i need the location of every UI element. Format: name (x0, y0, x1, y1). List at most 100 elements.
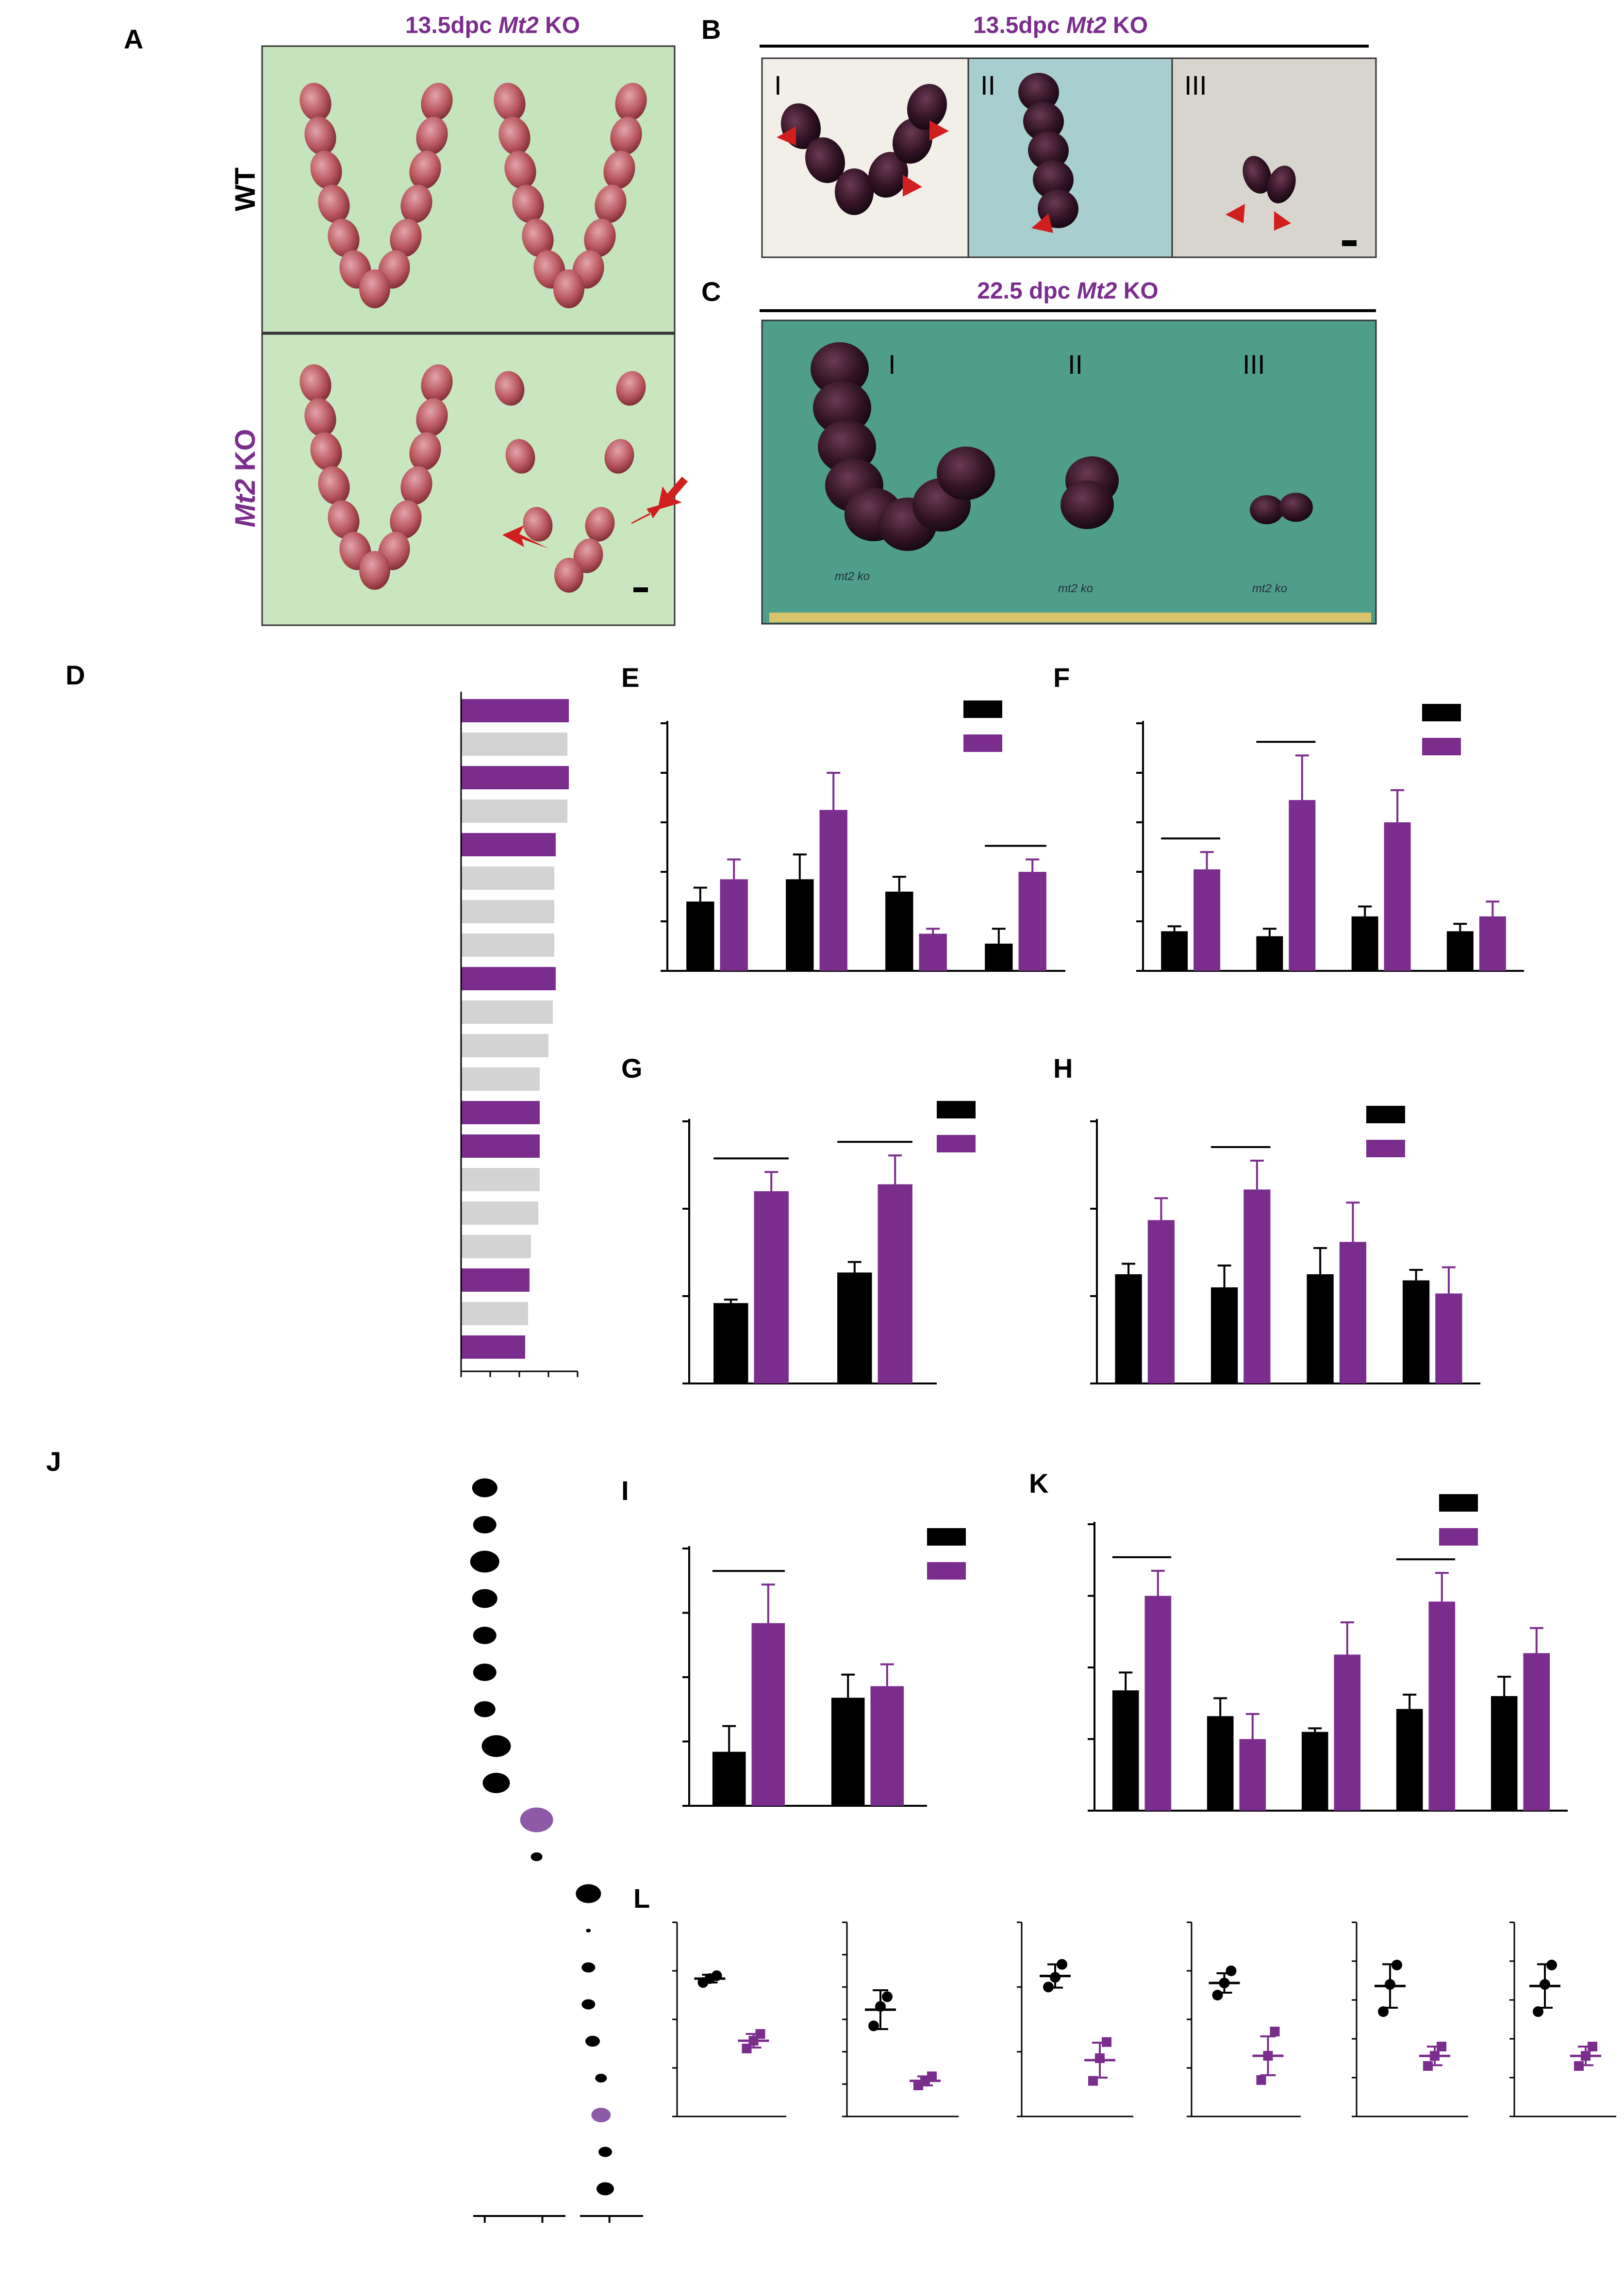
dark-embryo-sac (1028, 131, 1069, 170)
embryo-sac (498, 117, 530, 155)
embryo-sac (512, 184, 544, 223)
kegg-point (597, 2182, 614, 2196)
dark-uterus-segment (1061, 481, 1114, 529)
dark-uterus-segment (811, 342, 869, 396)
data-point-ko (1581, 2051, 1591, 2061)
embryo-sac (421, 364, 453, 403)
chart-f (1136, 704, 1524, 972)
legend-swatch-ko (927, 1562, 966, 1580)
data-point-ko (1574, 2061, 1584, 2071)
dark-embryo-sac (1267, 166, 1296, 203)
wt-bar (712, 1751, 746, 1806)
kegg-point (472, 1478, 497, 1498)
legend-swatch-wt (937, 1101, 976, 1118)
data-point-wt (1212, 1990, 1223, 2000)
ko-bar (1334, 1654, 1361, 1811)
wt-bar (1210, 1287, 1238, 1383)
dark-uterus-segment (813, 381, 871, 434)
embryo-sac (359, 269, 390, 308)
panel-letter-c: C (701, 276, 721, 307)
wt-bar (1402, 1280, 1430, 1383)
data-point-ko (1437, 2042, 1446, 2051)
kegg-point (473, 1627, 497, 1644)
data-point-wt (1546, 1960, 1557, 1970)
chart-g (682, 1101, 976, 1384)
dark-uterus-segment (1279, 493, 1313, 522)
ko-bar (878, 1184, 912, 1383)
go-term-bar (461, 866, 554, 890)
panel-letter-k: K (1029, 1468, 1048, 1499)
panel-letter-g: G (621, 1053, 643, 1083)
panel-b-scale-bar (1342, 240, 1357, 246)
data-point-ko (1423, 2061, 1433, 2071)
ko-bar (1193, 869, 1221, 971)
embryo-sac (604, 439, 634, 474)
go-term-bar (461, 1034, 548, 1057)
embryo-sac (595, 184, 627, 223)
embryo-sac (416, 398, 448, 437)
embryo-sac (390, 218, 422, 257)
legend-swatch-wt (1439, 1494, 1478, 1512)
data-point-wt (1392, 1960, 1402, 1970)
embryo-sac (359, 551, 390, 590)
ko-bar (720, 879, 748, 971)
panel-b-specimens (780, 72, 1296, 229)
dark-embryo-sac (1033, 160, 1074, 200)
data-point-wt (1050, 1972, 1061, 1983)
kegg-point (576, 1884, 601, 1903)
chart-h (1090, 1106, 1480, 1384)
kegg-point (581, 1999, 596, 2010)
embryo-sac (505, 439, 535, 474)
data-point-wt (711, 1970, 722, 1981)
wt-bar (713, 1303, 748, 1383)
legend-swatch-ko (1422, 738, 1461, 755)
data-point-wt (1226, 1966, 1237, 1976)
go-term-bar (461, 1335, 525, 1359)
wt-bar (1307, 1274, 1334, 1383)
kegg-point (474, 1701, 496, 1717)
embryo-sac (421, 83, 453, 121)
panel-a-arrows (502, 477, 688, 549)
panel-b-sublabel-3: III (1184, 70, 1207, 100)
embryo-sac (573, 538, 603, 573)
embryo-sac (318, 184, 350, 223)
embryo-sac (328, 218, 360, 257)
ko-bar (1479, 916, 1506, 971)
go-term-bar (461, 967, 556, 990)
embryo-sac (299, 83, 331, 121)
embryo-sac (409, 432, 441, 471)
panel-letter-h: H (1053, 1053, 1073, 1083)
dark-embryo-sac (1243, 156, 1272, 194)
go-term-bar (461, 1067, 540, 1091)
go-term-bar (461, 933, 554, 957)
panel-b-sublabel-1: I (774, 70, 782, 100)
embryo-sac (409, 150, 441, 189)
chart-e (661, 700, 1065, 972)
data-point-wt (1043, 1982, 1054, 1993)
go-term-bar (461, 733, 567, 756)
data-point-ko (1088, 2076, 1098, 2086)
chart-i (682, 1528, 966, 1807)
kegg-point (595, 2074, 607, 2082)
dark-embryo-sac (868, 151, 909, 198)
kegg-point (585, 2035, 600, 2047)
go-term-bar (461, 1201, 538, 1225)
data-point-wt (882, 1991, 893, 2002)
kegg-point (473, 1516, 497, 1533)
data-point-ko (1588, 2042, 1597, 2051)
kegg-point (581, 1962, 596, 1973)
embryo-sac (523, 507, 553, 542)
panel-a-photos: 13.5dpc Mt2 KO WT Mt2 KO (230, 13, 688, 626)
panel-c-handwriting-1: mt2 ko (835, 570, 870, 583)
wt-bar (837, 1272, 872, 1383)
data-point-wt (1540, 1979, 1550, 1990)
kegg-point (470, 1550, 499, 1573)
ko-bar (1144, 1596, 1172, 1811)
ko-bar (751, 1623, 785, 1806)
data-point-wt (1057, 1959, 1067, 1970)
data-point-ko (755, 2029, 765, 2039)
panel-b-arrowheads (777, 120, 1291, 233)
embryo-sac (522, 218, 554, 257)
wt-bar (686, 901, 714, 971)
dot-plot-l6 (1509, 1921, 1616, 2117)
